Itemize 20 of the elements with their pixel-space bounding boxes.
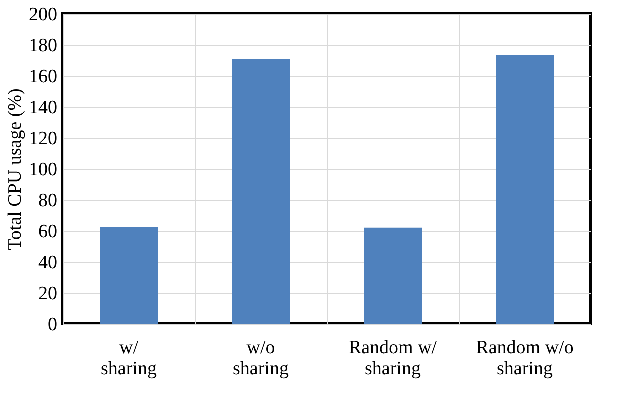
y-tick-label: 180 [29, 36, 58, 56]
bar [496, 55, 554, 324]
y-tick-label: 0 [48, 314, 58, 336]
y-tick-label: 120 [29, 128, 58, 150]
bar [364, 228, 422, 324]
y-tick-label: 20 [38, 284, 58, 304]
y-tick-label: 100 [29, 160, 58, 180]
y-tick-label: 40 [38, 252, 58, 274]
bar [232, 58, 290, 324]
y-tick-label: 80 [38, 190, 58, 212]
x-tick-label: Random w/ sharing [348, 338, 438, 380]
x-tick-label: w/ sharing [101, 338, 158, 380]
y-axis-title: Total CPU usage (%) [5, 88, 26, 250]
y-tick-label: 60 [38, 222, 58, 242]
y-tick-label: 160 [29, 66, 58, 88]
x-tick-label: w/o sharing [233, 338, 290, 380]
bar [100, 227, 158, 324]
y-tick-label: 140 [29, 98, 58, 118]
y-tick-label: 200 [29, 4, 58, 26]
x-tick-label: Random w/o sharing [476, 338, 574, 380]
